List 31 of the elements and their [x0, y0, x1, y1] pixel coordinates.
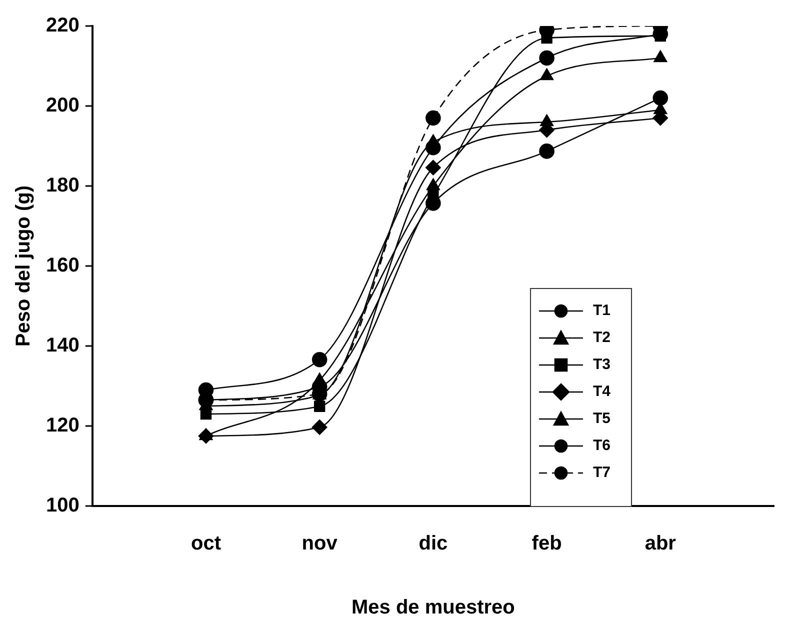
point — [426, 110, 441, 126]
point — [198, 428, 214, 444]
point — [314, 400, 326, 412]
x-tick-label: abr — [644, 532, 676, 555]
legend-label: T6 — [593, 437, 611, 454]
legend-label: T4 — [593, 383, 611, 400]
legend-label: T7 — [593, 464, 611, 481]
x-tick-label: nov — [302, 532, 338, 555]
x-tick-label: oct — [190, 532, 222, 555]
y-tick-label: 160 — [46, 254, 80, 277]
legend-label: T1 — [593, 302, 611, 319]
legend-label: T2 — [593, 329, 611, 346]
point — [539, 144, 554, 159]
y-tick-label: 120 — [46, 414, 80, 437]
point — [312, 420, 328, 435]
y-tick-label: 220 — [46, 14, 80, 37]
y-tick-label: 200 — [46, 94, 80, 117]
point — [426, 160, 441, 176]
x-tick-label: feb — [532, 532, 562, 555]
y-tick-label: 140 — [46, 334, 80, 357]
legend-label: T3 — [593, 356, 611, 373]
point — [426, 196, 441, 211]
y-tick-label: 180 — [46, 174, 80, 197]
legend-label: T5 — [593, 410, 611, 427]
point — [652, 90, 668, 106]
x-tick-label: dic — [418, 532, 448, 555]
y-tick-label: 100 — [46, 494, 80, 517]
y-axis-title: Peso del jugo (g) — [12, 185, 35, 347]
point — [539, 50, 554, 66]
point — [312, 352, 328, 368]
x-axis-title: Mes de muestreo — [351, 596, 515, 619]
